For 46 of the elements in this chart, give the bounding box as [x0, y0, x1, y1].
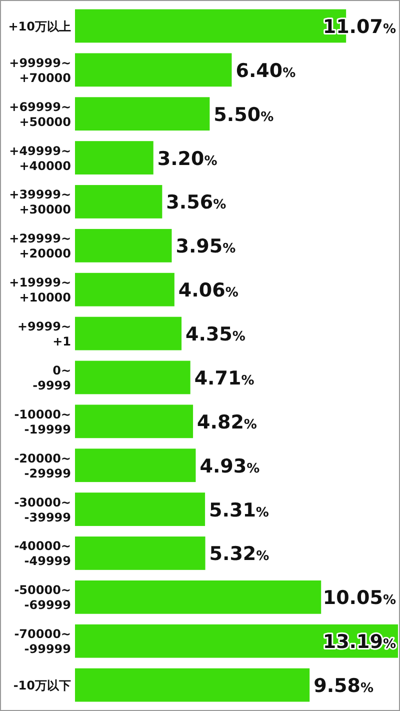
y-tick-label: +19999~+10000	[9, 276, 71, 305]
bar	[75, 228, 172, 262]
bar	[75, 536, 206, 570]
y-tick-label: -70000~-99999	[14, 627, 71, 656]
bar	[75, 492, 206, 526]
bar	[75, 448, 196, 482]
data-label: 4.71%	[194, 367, 254, 390]
y-tick-label: -40000~-49999	[14, 539, 71, 568]
y-tick-label: +9999~+1	[17, 320, 71, 349]
y-tick-label: -10000~-19999	[14, 407, 71, 436]
data-label: 4.82%	[197, 411, 257, 434]
bar	[75, 141, 154, 174]
bar	[75, 580, 322, 614]
y-tick-label: -20000~-29999	[14, 451, 71, 480]
y-tick-label: -10万以下	[13, 678, 71, 693]
data-label: 5.31%	[209, 499, 269, 522]
y-tick-label: 0~-9999	[32, 363, 71, 392]
y-tick-label: +10万以上	[8, 19, 71, 34]
data-label: 13.19%	[322, 631, 396, 654]
bar	[75, 316, 182, 350]
y-tick-label: +39999~+30000	[9, 188, 71, 217]
y-tick-label: -30000~-39999	[14, 495, 71, 524]
bar	[75, 624, 398, 658]
data-label: 3.95%	[176, 236, 236, 258]
y-tick-label: -50000~-69999	[14, 583, 71, 612]
y-tick-label: +49999~+40000	[9, 144, 71, 173]
bar	[75, 97, 210, 131]
data-label: 9.58%	[314, 675, 374, 698]
data-label: 3.20%	[157, 148, 218, 170]
data-label: 5.50%	[214, 104, 274, 126]
y-tick-label: +99999~+70000	[9, 56, 71, 85]
y-tick-label: +69999~+50000	[9, 100, 71, 129]
data-label: 5.32%	[209, 543, 270, 566]
data-label: 6.40%	[236, 60, 296, 82]
data-label: 4.93%	[200, 455, 260, 478]
data-label: 10.05%	[322, 587, 396, 610]
y-tick-label: +29999~+20000	[9, 232, 71, 261]
data-label: 4.35%	[186, 324, 246, 346]
bar	[75, 360, 190, 394]
bar	[75, 668, 310, 702]
data-label: 4.06%	[178, 280, 238, 302]
data-label: 3.56%	[166, 192, 226, 214]
bar	[75, 404, 194, 438]
bar	[75, 53, 232, 87]
bar	[75, 185, 162, 218]
bar	[75, 272, 174, 306]
